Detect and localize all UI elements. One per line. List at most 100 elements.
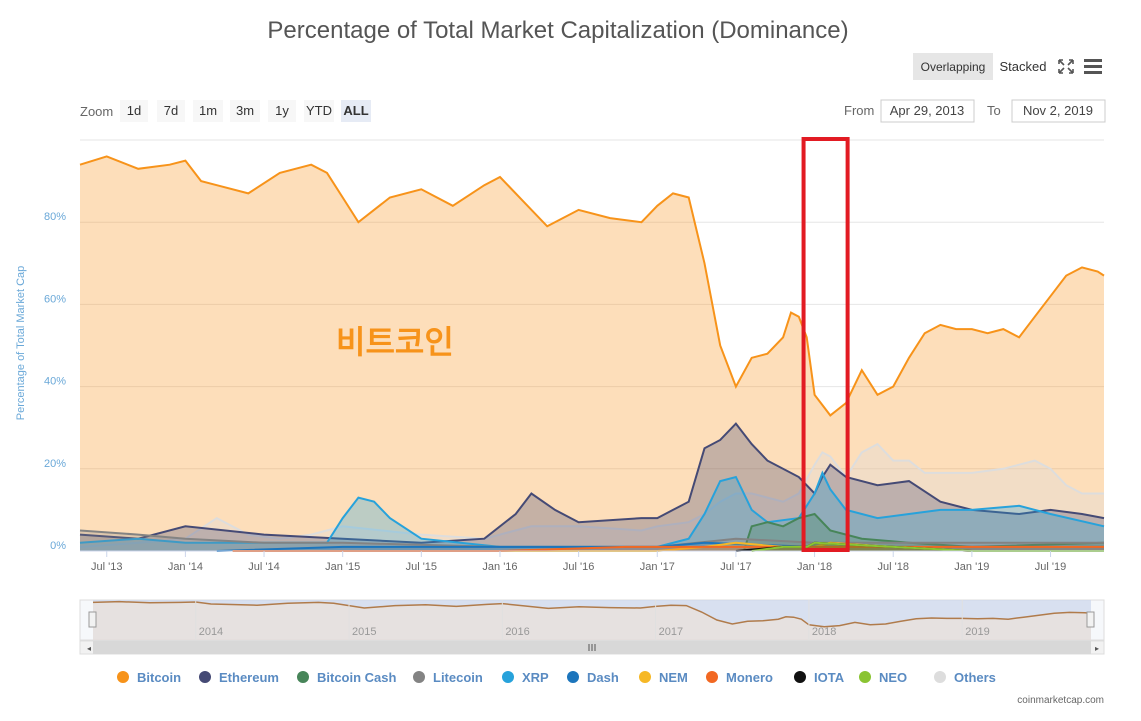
series-line-bitcoin-cash — [742, 512, 1105, 552]
legend-marker — [297, 671, 309, 683]
x-tick-label: Jan '19 — [954, 561, 989, 573]
series-area-bitcoin-cash — [743, 514, 1104, 551]
legend-label: Others — [954, 670, 996, 685]
fullscreen-icon[interactable] — [1058, 59, 1074, 74]
y-axis-title: Percentage of Total Market Cap — [15, 266, 27, 421]
legend-marker — [706, 671, 718, 683]
zoom-label: Zoom — [80, 104, 113, 119]
to-date-input-box[interactable] — [1011, 99, 1106, 123]
legend-item-xrp[interactable]: XRP — [502, 670, 549, 685]
navigator-year-label: 2016 — [505, 626, 529, 638]
highlight-box — [801, 137, 850, 552]
navigator-labels: 2014 2015 2016 2017 2018 2019 — [195, 600, 990, 640]
x-tick-label: Jul '14 — [248, 561, 279, 573]
legend-marker — [117, 671, 129, 683]
to-label: To — [987, 103, 1001, 118]
stacked-button[interactable]: Stacked — [1000, 59, 1047, 74]
x-tick-label: Jan '18 — [797, 561, 832, 573]
x-tick-label: Jul '17 — [720, 561, 751, 573]
legend-item-iota[interactable]: IOTA — [794, 670, 845, 685]
annotation-label: 비트코인 — [336, 323, 454, 361]
x-tick-label: Jul '13 — [91, 561, 122, 573]
navigator[interactable]: 2014 2015 2016 2017 2018 2019 ◂ ▸ — [79, 599, 1105, 655]
x-tick-label: Jan '15 — [325, 561, 360, 573]
from-date-input-box[interactable] — [880, 99, 975, 123]
zoom-button-1y[interactable]: 1y — [275, 103, 289, 118]
navigator-left-handle[interactable] — [88, 611, 97, 628]
x-tick-label: Jan '14 — [168, 561, 203, 573]
navigator-year-label: 2019 — [965, 626, 989, 638]
legend-item-litecoin[interactable]: Litecoin — [413, 670, 483, 685]
zoom-button-all[interactable]: ALL — [343, 103, 368, 118]
y-tick-label: 60% — [44, 293, 66, 305]
zoom-button-bg[interactable] — [193, 100, 223, 122]
annotation: 비트코인 — [336, 137, 850, 552]
x-tick-label: Jul '16 — [563, 561, 594, 573]
overlapping-button[interactable]: Overlapping — [921, 60, 986, 74]
series-areas — [79, 155, 1105, 552]
legend-marker — [502, 671, 514, 683]
scroll-left-icon[interactable]: ◂ — [87, 644, 91, 653]
from-date-input[interactable]: Apr 29, 2013 — [890, 103, 964, 118]
navigator-year-label: 2014 — [199, 626, 223, 638]
series-line-bitcoin — [79, 155, 1105, 417]
zoom-button-bg[interactable] — [157, 100, 185, 122]
zoom-button-1m[interactable]: 1m — [199, 103, 217, 118]
navigator-year-label: 2017 — [659, 626, 683, 638]
zoom-button-bg[interactable] — [230, 100, 260, 122]
legend-marker — [639, 671, 651, 683]
navigator-right-handle[interactable] — [1086, 611, 1095, 628]
legend-marker — [567, 671, 579, 683]
y-axis-ticks: 0% 20% 40% 60% 80% — [44, 211, 66, 552]
view-toggle: Overlapping Stacked — [913, 53, 1102, 80]
legend-label: Litecoin — [433, 670, 483, 685]
to-date-input[interactable]: Nov 2, 2019 — [1023, 103, 1093, 118]
legend-marker — [794, 671, 806, 683]
legend-marker — [199, 671, 211, 683]
x-tick-label: Jul '18 — [877, 561, 908, 573]
series-line-xrp — [79, 470, 1105, 548]
legend-label: Dash — [587, 670, 619, 685]
zoom-button-ytd[interactable]: YTD — [306, 103, 332, 118]
legend-marker — [859, 671, 871, 683]
zoom-button-bg[interactable] — [341, 100, 371, 122]
legend-item-dash[interactable]: Dash — [567, 670, 619, 685]
legend-item-bitcoin-cash[interactable]: Bitcoin Cash — [297, 670, 397, 685]
x-tick-label: Jan '17 — [640, 561, 675, 573]
scroll-right-icon[interactable]: ▸ — [1095, 644, 1099, 653]
menu-icon[interactable] — [1084, 59, 1102, 74]
legend-label: Ethereum — [219, 670, 279, 685]
legend: Bitcoin Ethereum Bitcoin Cash Litecoin XRP Da… — [117, 670, 996, 685]
legend-marker — [413, 671, 425, 683]
legend-item-nem[interactable]: NEM — [639, 670, 688, 685]
zoom-button-3m[interactable]: 3m — [236, 103, 254, 118]
legend-label: Bitcoin — [137, 670, 181, 685]
legend-item-others[interactable]: Others — [934, 670, 996, 685]
legend-item-monero[interactable]: Monero — [706, 670, 773, 685]
x-tick-label: Jan '16 — [482, 561, 517, 573]
series-area-monero — [232, 546, 1105, 551]
overlapping-button-bg[interactable] — [913, 53, 993, 80]
credit-link[interactable]: coinmarketcap.com — [1017, 695, 1104, 706]
y-tick-label: 20% — [44, 458, 66, 470]
legend-label: Bitcoin Cash — [317, 670, 397, 685]
scroll-grip-icon[interactable] — [588, 644, 596, 651]
zoom-button-bg[interactable] — [304, 100, 334, 122]
y-tick-label: 80% — [44, 211, 66, 223]
x-axis-ticks: Jul '13 Jan '14 Jul '14 Jan '15 Jul '15 Jan '… — [91, 551, 1066, 573]
zoom-button-bg[interactable] — [268, 100, 296, 122]
x-tick-label: Jul '15 — [406, 561, 437, 573]
legend-item-ethereum[interactable]: Ethereum — [199, 670, 279, 685]
navigator-year-label: 2018 — [812, 626, 836, 638]
legend-item-neo[interactable]: NEO — [859, 670, 907, 685]
zoom-button-1d[interactable]: 1d — [127, 103, 141, 118]
navigator-year-label: 2015 — [352, 626, 376, 638]
chart-title: Percentage of Total Market Capitalizatio… — [267, 17, 848, 44]
legend-label: NEO — [879, 670, 907, 685]
zoom-button-bg[interactable] — [120, 100, 148, 122]
legend-item-bitcoin[interactable]: Bitcoin — [117, 670, 181, 685]
legend-label: Monero — [726, 670, 773, 685]
zoom-button-7d[interactable]: 7d — [164, 103, 178, 118]
legend-label: XRP — [522, 670, 549, 685]
